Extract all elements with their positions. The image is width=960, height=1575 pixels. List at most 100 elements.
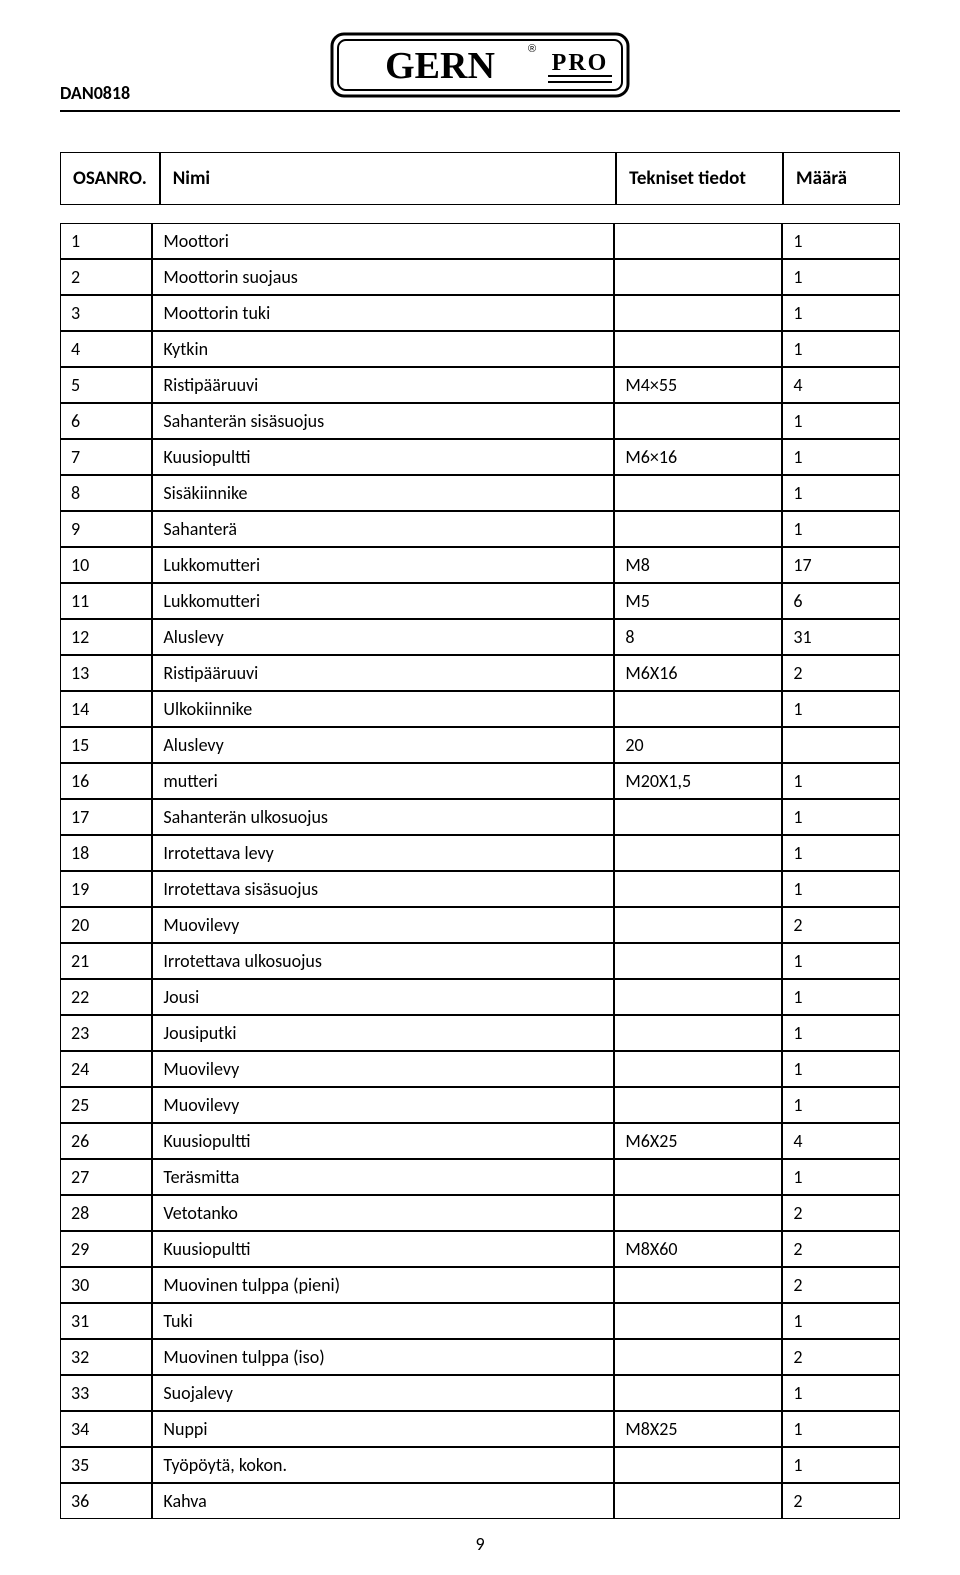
table-row: 26KuusiopulttiM6X254: [60, 1123, 900, 1159]
cell-name: Teräsmitta: [152, 1159, 614, 1195]
page-number: 9: [60, 1533, 900, 1555]
table-row: 3Moottorin tuki1: [60, 295, 900, 331]
cell-qty: [782, 727, 900, 763]
table-row: 33Suojalevy1: [60, 1375, 900, 1411]
cell-no: 18: [60, 835, 152, 871]
cell-no: 10: [60, 547, 152, 583]
brand-logo: GERN ® PRO: [330, 30, 630, 100]
cell-qty: 17: [782, 547, 900, 583]
cell-name: Kuusiopultti: [152, 1123, 614, 1159]
cell-spec: [614, 1051, 782, 1087]
table-row: 11LukkomutteriM56: [60, 583, 900, 619]
cell-no: 24: [60, 1051, 152, 1087]
cell-qty: 2: [782, 1339, 900, 1375]
cell-spec: 20: [614, 727, 782, 763]
cell-name: Muovilevy: [152, 907, 614, 943]
header-divider: [60, 110, 900, 112]
cell-name: Kuusiopultti: [152, 439, 614, 475]
cell-name: Kytkin: [152, 331, 614, 367]
cell-qty: 2: [782, 655, 900, 691]
cell-no: 31: [60, 1303, 152, 1339]
col-header-spec: Tekniset tiedot: [616, 152, 783, 205]
col-header-name: Nimi: [160, 152, 616, 205]
table-row: 10LukkomutteriM817: [60, 547, 900, 583]
cell-qty: 1: [782, 835, 900, 871]
table-row: 1Moottori1: [60, 223, 900, 259]
table-row: 34NuppiM8X251: [60, 1411, 900, 1447]
table-row: 17Sahanterän ulkosuojus1: [60, 799, 900, 835]
cell-spec: M4×55: [614, 367, 782, 403]
cell-spec: [614, 1015, 782, 1051]
cell-qty: 1: [782, 1087, 900, 1123]
cell-name: Irrotettava sisäsuojus: [152, 871, 614, 907]
cell-no: 13: [60, 655, 152, 691]
cell-name: Aluslevy: [152, 727, 614, 763]
cell-no: 25: [60, 1087, 152, 1123]
cell-name: mutteri: [152, 763, 614, 799]
cell-no: 26: [60, 1123, 152, 1159]
cell-qty: 1: [782, 943, 900, 979]
cell-qty: 2: [782, 907, 900, 943]
table-row: 35Työpöytä, kokon.1: [60, 1447, 900, 1483]
cell-no: 5: [60, 367, 152, 403]
cell-no: 21: [60, 943, 152, 979]
cell-spec: [614, 1159, 782, 1195]
page-header: DAN0818 GERN ® PRO: [60, 30, 900, 110]
cell-qty: 1: [782, 475, 900, 511]
cell-spec: [614, 1195, 782, 1231]
cell-no: 9: [60, 511, 152, 547]
document-code: DAN0818: [60, 82, 130, 104]
cell-name: Moottorin suojaus: [152, 259, 614, 295]
cell-qty: 1: [782, 1015, 900, 1051]
cell-spec: [614, 979, 782, 1015]
cell-no: 19: [60, 871, 152, 907]
cell-qty: 2: [782, 1231, 900, 1267]
cell-name: Jousiputki: [152, 1015, 614, 1051]
table-row: 18Irrotettava levy1: [60, 835, 900, 871]
cell-no: 36: [60, 1483, 152, 1519]
table-row: 2Moottorin suojaus1: [60, 259, 900, 295]
cell-spec: [614, 907, 782, 943]
brand-sub-text: PRO: [552, 50, 609, 76]
table-row: 19Irrotettava sisäsuojus1: [60, 871, 900, 907]
cell-no: 3: [60, 295, 152, 331]
cell-name: Moottori: [152, 223, 614, 259]
cell-spec: M8: [614, 547, 782, 583]
cell-spec: [614, 871, 782, 907]
table-row: 36Kahva2: [60, 1483, 900, 1519]
cell-spec: M8X60: [614, 1231, 782, 1267]
cell-name: Nuppi: [152, 1411, 614, 1447]
cell-spec: [614, 1447, 782, 1483]
cell-name: Lukkomutteri: [152, 547, 614, 583]
cell-name: Suojalevy: [152, 1375, 614, 1411]
cell-name: Lukkomutteri: [152, 583, 614, 619]
cell-name: Ristipääruuvi: [152, 367, 614, 403]
cell-name: Tuki: [152, 1303, 614, 1339]
cell-qty: 1: [782, 331, 900, 367]
cell-spec: [614, 331, 782, 367]
parts-table-header: OSANRO. Nimi Tekniset tiedot Määrä: [60, 152, 900, 205]
cell-name: Sisäkiinnike: [152, 475, 614, 511]
table-row: 6Sahanterän sisäsuojus1: [60, 403, 900, 439]
cell-no: 32: [60, 1339, 152, 1375]
cell-no: 28: [60, 1195, 152, 1231]
table-row: 31Tuki1: [60, 1303, 900, 1339]
cell-no: 22: [60, 979, 152, 1015]
cell-spec: [614, 691, 782, 727]
cell-qty: 2: [782, 1195, 900, 1231]
cell-no: 7: [60, 439, 152, 475]
cell-name: Työpöytä, kokon.: [152, 1447, 614, 1483]
cell-qty: 1: [782, 763, 900, 799]
table-row: 12Aluslevy831: [60, 619, 900, 655]
cell-name: Ulkokiinnike: [152, 691, 614, 727]
cell-qty: 1: [782, 403, 900, 439]
cell-name: Kahva: [152, 1483, 614, 1519]
table-row: 7KuusiopulttiM6×161: [60, 439, 900, 475]
cell-spec: [614, 295, 782, 331]
table-row: 9Sahanterä1: [60, 511, 900, 547]
table-row: 24Muovilevy1: [60, 1051, 900, 1087]
cell-spec: M6X16: [614, 655, 782, 691]
cell-name: Sahanterän sisäsuojus: [152, 403, 614, 439]
cell-qty: 4: [782, 367, 900, 403]
cell-qty: 1: [782, 1159, 900, 1195]
